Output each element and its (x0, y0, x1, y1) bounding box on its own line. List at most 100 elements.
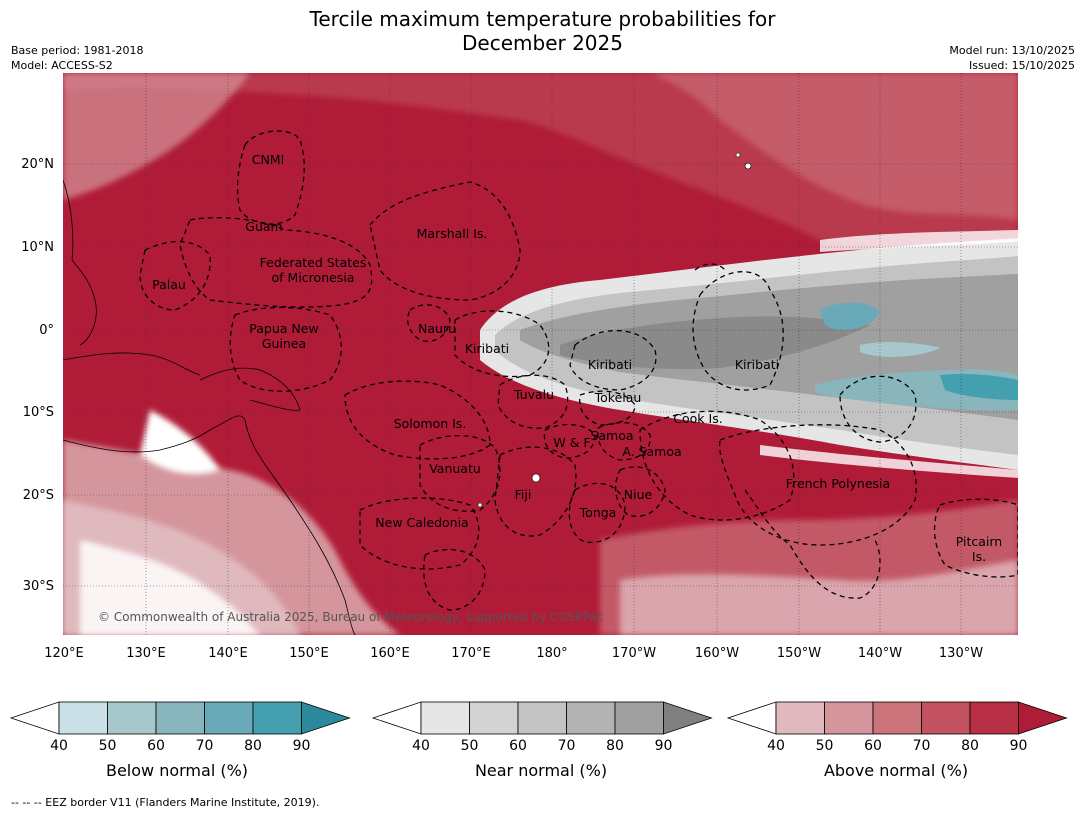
lat-label: 10°S (23, 405, 54, 420)
below-normal-label: Below normal (%) (105, 761, 249, 780)
colorbar-tick-label: 70 (913, 738, 931, 754)
eez-solomon (344, 380, 491, 460)
base-period: Base period: 1981-2018 (11, 44, 144, 57)
lon-label: 130°E (126, 646, 166, 661)
eez-footnote: -- -- -- EEZ border V11 (Flanders Marine… (11, 796, 320, 809)
region-label: Tuvalu (513, 387, 554, 402)
region-label: French Polynesia (786, 476, 890, 491)
colorbar-segment (155, 701, 205, 735)
colorbar-tick-label: 60 (864, 738, 882, 754)
model-run-info: Model run: 13/10/2025 Issued: 15/10/2025 (949, 43, 1075, 73)
lon-label: 130°W (939, 646, 983, 661)
eez-cnmi (236, 130, 305, 225)
region-label: Nauru (418, 321, 456, 336)
lon-label: 170°E (451, 646, 491, 661)
white-fringe-north (820, 230, 1018, 252)
eez-line-islands (694, 263, 726, 271)
issued-date: Issued: 15/10/2025 (968, 59, 1075, 72)
region-label: Samoa (590, 428, 633, 443)
below-normal-colorbar: 40 50 60 70 80 90 (9, 701, 351, 754)
colorbar-tick-label: 50 (99, 738, 117, 754)
near-normal-core (560, 316, 870, 370)
indonesia-coast (63, 352, 201, 376)
lat-label: 20°S (23, 488, 54, 503)
region-label: Solomon Is. (394, 416, 467, 431)
eez-palau (139, 240, 211, 311)
eez-marquesas (839, 375, 917, 443)
eez-borders (139, 130, 1018, 611)
eez-fsm (179, 217, 373, 308)
colorbar-tick-label: 40 (767, 738, 785, 754)
hawaii-island (744, 162, 752, 170)
lon-label: 120°E (44, 646, 84, 661)
colorbar-segment (420, 701, 470, 735)
lon-label: 170°W (612, 646, 656, 661)
new-caledonia-island (477, 502, 483, 508)
lon-label: 150°W (777, 646, 821, 661)
latitude-labels: 20°N 10°N 0° 10°S 20°S 30°S (21, 157, 54, 594)
probability-field: CNMI Guam Marshall Is. Federated States … (63, 73, 1018, 635)
lon-label: 160°W (695, 646, 739, 661)
colorbar-extend-high (663, 701, 713, 735)
region-label: Cook Is. (673, 411, 722, 426)
colorbar-tick-label: 80 (961, 738, 979, 754)
title-line-1: Tercile maximum temperature probabilitie… (309, 7, 776, 31)
region-label: Kiribati (465, 341, 509, 356)
lon-label: 140°W (858, 646, 902, 661)
eez-png (229, 306, 342, 392)
australia-coast (63, 415, 356, 635)
islands (477, 152, 752, 508)
eez-kiribati-west (454, 310, 550, 378)
region-label: Tokelau (594, 390, 642, 405)
colorbar-extend-low (726, 701, 777, 735)
eez-kiribati-central (569, 329, 657, 391)
colorbar-tick-label: 80 (244, 738, 262, 754)
colorbar-segment (824, 701, 874, 735)
above-normal-colorbar: 40 50 60 70 80 90 (726, 701, 1068, 754)
colorbar-segment (107, 701, 157, 735)
eez-new-caledonia (359, 497, 480, 570)
lon-label: 140°E (208, 646, 248, 661)
title-line-2: December 2025 (462, 31, 623, 55)
eez-fiji (494, 446, 577, 537)
lat-label: 30°S (23, 579, 54, 594)
lon-label: 160°E (370, 646, 410, 661)
region-label: Marshall Is. (417, 226, 488, 241)
colorbar-segment (252, 701, 302, 735)
eez-tonga (568, 482, 626, 543)
colorbar-tick-label: 50 (461, 738, 479, 754)
region-label: Federated States (260, 255, 367, 270)
eez-marshall (369, 181, 521, 301)
colorbar-segment (517, 701, 567, 735)
north-west-band (63, 73, 250, 200)
eez-french-polynesia-south (744, 489, 881, 599)
eez-vanuatu (419, 434, 501, 512)
colorbar-tick-label: 90 (655, 738, 673, 754)
region-label: W & F (553, 435, 590, 450)
colorbar-segment (614, 701, 664, 735)
philippines-coast (63, 179, 97, 346)
colorbar-segment (775, 701, 825, 735)
eez-tuvalu (497, 374, 569, 429)
below-normal-core (940, 373, 1018, 400)
region-label: Pitcairn (956, 534, 1002, 549)
region-label: A. Samoa (622, 444, 681, 459)
region-label: Palau (152, 277, 186, 292)
base-period-info: Base period: 1981-2018 Model: ACCESS-S2 (11, 43, 143, 73)
lon-label: 180° (536, 646, 567, 661)
copyright-notice: © Commonwealth of Australia 2025, Bureau… (98, 610, 603, 624)
colorbar-tick-label: 90 (1010, 738, 1028, 754)
australia-white (80, 540, 260, 635)
colorbar-extend-high (301, 701, 351, 735)
colorbar-segment (566, 701, 616, 735)
colorbar-segment (921, 701, 971, 735)
fiji-island (531, 473, 541, 483)
region-label: Guinea (262, 336, 306, 351)
colorbar-tick-label: 70 (196, 738, 214, 754)
map-title: Tercile maximum temperature probabilitie… (0, 7, 1085, 55)
colorbar-segment (469, 701, 519, 735)
colorbar-tick-label: 60 (147, 738, 165, 754)
below-normal-spot-2 (860, 342, 940, 357)
lat-label: 0° (39, 323, 54, 338)
graticule (63, 73, 1018, 635)
